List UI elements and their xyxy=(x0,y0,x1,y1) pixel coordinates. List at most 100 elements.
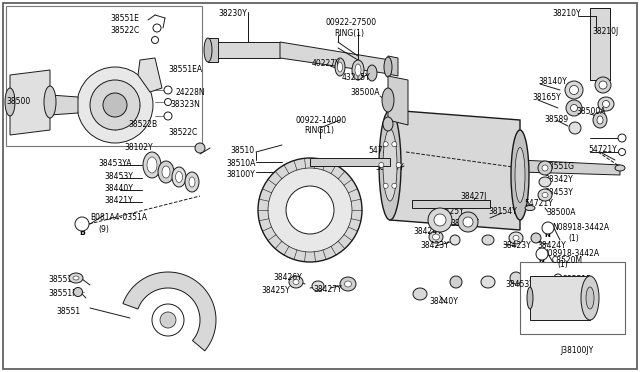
Ellipse shape xyxy=(312,281,324,291)
Circle shape xyxy=(392,183,397,188)
Ellipse shape xyxy=(73,276,79,280)
Text: 38424Y: 38424Y xyxy=(537,241,566,250)
Text: 38522C: 38522C xyxy=(110,26,140,35)
Polygon shape xyxy=(390,110,520,230)
Ellipse shape xyxy=(429,231,443,243)
Ellipse shape xyxy=(433,234,440,240)
Text: B: B xyxy=(76,222,82,231)
Polygon shape xyxy=(123,272,216,351)
Circle shape xyxy=(536,248,548,260)
Polygon shape xyxy=(388,76,408,125)
Bar xyxy=(520,262,625,334)
Ellipse shape xyxy=(569,122,581,134)
Polygon shape xyxy=(280,42,390,74)
Circle shape xyxy=(160,312,176,328)
Polygon shape xyxy=(138,58,162,92)
Circle shape xyxy=(164,86,172,94)
Ellipse shape xyxy=(337,62,342,72)
Text: 38120Y: 38120Y xyxy=(375,163,404,172)
Text: 38500A: 38500A xyxy=(576,107,605,116)
Text: RING(1): RING(1) xyxy=(304,126,334,135)
Ellipse shape xyxy=(602,100,609,108)
Polygon shape xyxy=(10,70,50,135)
Ellipse shape xyxy=(597,116,603,124)
Circle shape xyxy=(90,80,140,130)
Text: 54721Y: 54721Y xyxy=(368,146,397,155)
Circle shape xyxy=(153,24,161,32)
Ellipse shape xyxy=(539,177,551,187)
Text: 00922-14000: 00922-14000 xyxy=(296,116,347,125)
Ellipse shape xyxy=(383,129,397,201)
Ellipse shape xyxy=(185,172,199,192)
Circle shape xyxy=(75,217,89,231)
Ellipse shape xyxy=(511,130,529,220)
Text: 38140Y: 38140Y xyxy=(538,77,567,86)
Text: 38551F: 38551F xyxy=(562,291,591,300)
Ellipse shape xyxy=(538,189,552,201)
Circle shape xyxy=(152,304,184,336)
Text: 38423Y: 38423Y xyxy=(502,241,531,250)
Polygon shape xyxy=(210,42,280,58)
Ellipse shape xyxy=(515,148,525,202)
Text: RING(1): RING(1) xyxy=(334,29,364,38)
Ellipse shape xyxy=(570,105,577,112)
Text: C8520M: C8520M xyxy=(552,256,583,265)
Circle shape xyxy=(152,36,159,44)
Ellipse shape xyxy=(143,152,161,178)
Ellipse shape xyxy=(344,281,351,287)
Ellipse shape xyxy=(599,81,607,89)
Ellipse shape xyxy=(565,81,583,99)
Ellipse shape xyxy=(340,277,356,291)
Circle shape xyxy=(286,186,334,234)
Text: 38427Y: 38427Y xyxy=(313,285,342,294)
Text: N: N xyxy=(538,258,544,264)
Ellipse shape xyxy=(525,205,535,211)
Text: 38100Y: 38100Y xyxy=(226,170,255,179)
Text: 38453Y: 38453Y xyxy=(505,280,534,289)
Ellipse shape xyxy=(162,166,170,178)
Polygon shape xyxy=(590,8,610,80)
Circle shape xyxy=(74,288,83,296)
Ellipse shape xyxy=(595,77,611,93)
Ellipse shape xyxy=(538,161,552,175)
Ellipse shape xyxy=(384,57,392,77)
Text: 38500A: 38500A xyxy=(546,208,575,217)
Text: 43215Y: 43215Y xyxy=(342,73,371,82)
Text: 24228N: 24228N xyxy=(176,88,205,97)
Ellipse shape xyxy=(586,287,594,309)
Text: 00922-27500: 00922-27500 xyxy=(326,18,377,27)
Text: N08918-3442A: N08918-3442A xyxy=(542,249,599,258)
Text: 38154Y: 38154Y xyxy=(488,207,516,216)
Circle shape xyxy=(195,143,205,153)
Ellipse shape xyxy=(615,165,625,171)
Text: N: N xyxy=(544,232,550,238)
Text: 38500A: 38500A xyxy=(350,88,380,97)
Ellipse shape xyxy=(513,235,519,241)
Circle shape xyxy=(434,214,446,226)
Circle shape xyxy=(164,112,172,120)
Circle shape xyxy=(383,142,388,147)
Text: 38423Y: 38423Y xyxy=(420,241,449,250)
Text: 38323N: 38323N xyxy=(170,100,200,109)
Ellipse shape xyxy=(527,287,533,309)
Text: 38453Y: 38453Y xyxy=(104,172,133,181)
Text: 38440Y: 38440Y xyxy=(429,297,458,306)
Circle shape xyxy=(428,208,452,232)
Ellipse shape xyxy=(598,97,614,111)
Text: 38510A: 38510A xyxy=(226,159,255,168)
Ellipse shape xyxy=(509,232,523,244)
Circle shape xyxy=(618,148,625,155)
Polygon shape xyxy=(50,95,78,115)
Text: 38102Y: 38102Y xyxy=(124,143,152,152)
Circle shape xyxy=(458,212,478,232)
Text: 38510: 38510 xyxy=(230,146,254,155)
Circle shape xyxy=(392,142,397,147)
Ellipse shape xyxy=(450,276,462,288)
Polygon shape xyxy=(388,56,398,76)
Circle shape xyxy=(396,163,401,167)
Ellipse shape xyxy=(175,171,182,183)
Ellipse shape xyxy=(69,273,83,283)
Ellipse shape xyxy=(5,88,15,116)
Polygon shape xyxy=(412,200,490,208)
Circle shape xyxy=(554,274,562,282)
